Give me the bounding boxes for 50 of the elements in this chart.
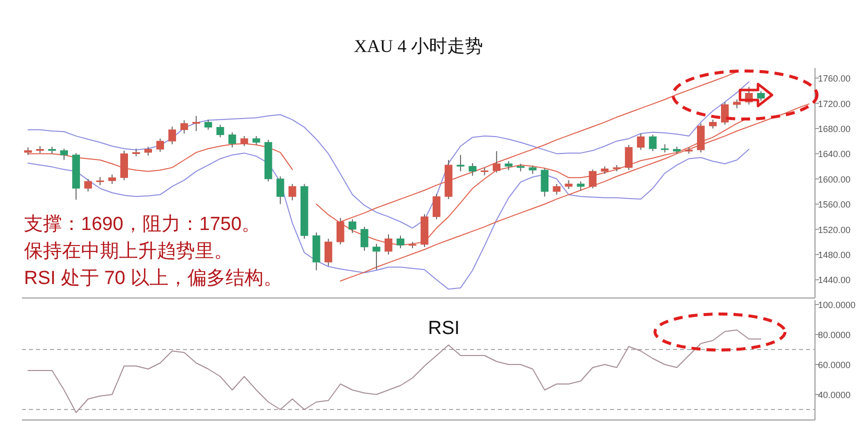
candlestick: [84, 178, 92, 192]
y-tick-label: 1480.00: [818, 250, 851, 260]
y-tick-label: 1520.00: [818, 224, 851, 235]
candlestick: [757, 90, 765, 102]
candlestick: [360, 226, 368, 252]
candlestick: [540, 168, 549, 198]
candlestick: [552, 183, 561, 196]
candlestick: [204, 119, 212, 130]
annotation: 保持在中期上升趋势里。: [24, 241, 233, 262]
candlestick: [468, 162, 476, 176]
y-tick-label: 1560.00: [818, 200, 851, 210]
candlestick: [624, 144, 633, 171]
candlestick: [456, 154, 464, 172]
candlestick: [228, 132, 236, 148]
candlestick: [276, 176, 284, 205]
candlestick: [324, 238, 332, 266]
candlestick: [216, 124, 224, 138]
y-tick-label: 60.0000: [818, 360, 851, 370]
chart-title: XAU 4 小时走势: [354, 36, 483, 56]
candlestick: [108, 174, 116, 184]
candlestick: [396, 235, 404, 249]
candlestick: [288, 183, 296, 201]
candlestick: [60, 148, 68, 160]
candlestick: [120, 150, 128, 181]
candlestick: [372, 243, 380, 270]
candlestick: [180, 120, 188, 134]
annotation: 支撑：1690，阻力：1750。: [24, 214, 261, 235]
y-tick-label: 1440.00: [818, 275, 851, 286]
y-tick-label: 40.0000: [818, 390, 851, 400]
candlestick: [156, 138, 164, 152]
y-tick-label: 1600.00: [818, 174, 851, 184]
candlestick: [348, 218, 356, 234]
candlestick: [240, 136, 248, 147]
annotation: RSI 处于 70 以上，偏多结构。: [24, 268, 283, 289]
candlestick: [192, 115, 200, 132]
y-tick-label: 1720.00: [818, 98, 851, 109]
y-tick-label: 1760.00: [818, 74, 851, 84]
text: RSI: [428, 318, 460, 339]
candlestick: [588, 168, 597, 189]
y-tick-label: 1680.00: [818, 124, 851, 134]
candlestick: [432, 194, 440, 220]
candlestick: [648, 134, 657, 152]
candlestick: [697, 122, 705, 153]
candlestick: [168, 126, 176, 145]
y-tick-label: 80.0000: [818, 330, 851, 340]
y-tick-label: 1640.00: [818, 149, 851, 160]
y-tick-label: 100.0000: [818, 300, 856, 310]
candlestick: [636, 133, 645, 150]
candlestick: [721, 102, 729, 126]
candlestick: [492, 150, 500, 174]
